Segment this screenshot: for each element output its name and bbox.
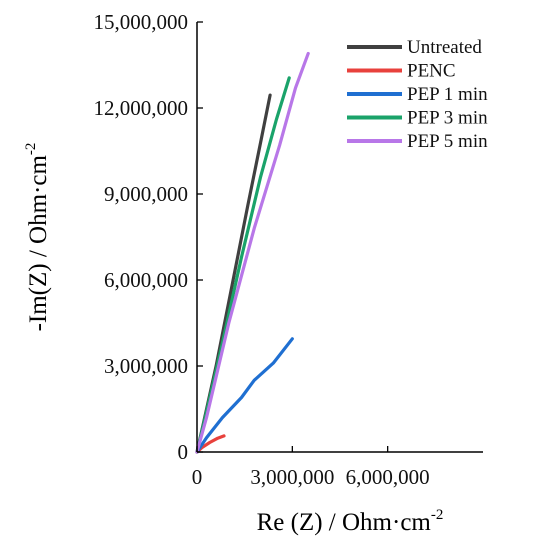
x-axis-title-text: Re (Z) / Ohm·cm <box>257 509 432 536</box>
series-group <box>195 51 310 454</box>
y-tick-label: 9,000,000 <box>104 182 188 206</box>
y-tick-label: 12,000,000 <box>94 96 189 120</box>
x-tick-label: 3,000,000 <box>250 465 334 489</box>
y-axis-title: -Im(Z) / Ohm·cm-2 <box>23 143 52 332</box>
y-tick-label: 15,000,000 <box>94 10 189 34</box>
legend-label-pep-1-min: PEP 1 min <box>407 84 488 105</box>
series-line-pep-1-min <box>195 337 294 454</box>
y-axis-title-text: -Im(Z) / Ohm·cm <box>25 155 52 332</box>
x-tick-label: 0 <box>192 465 203 489</box>
x-tick-label: 6,000,000 <box>346 465 430 489</box>
x-axis-title: Re (Z) / Ohm·cm-2 <box>257 507 444 536</box>
y-tick-label: 3,000,000 <box>104 354 188 378</box>
tick-group: 0 3,000,000 6,000,000 9,000,000 12,000,000 15… <box>94 10 430 489</box>
y-tick-label: 6,000,000 <box>104 268 188 292</box>
legend-label-penc: PENC <box>407 61 456 82</box>
legend-label-pep-5-min: PEP 5 min <box>407 131 488 152</box>
x-axis-title-superscript: -2 <box>431 507 444 523</box>
y-tick-label: 0 <box>178 440 189 464</box>
legend-label-untreated: Untreated <box>407 37 482 58</box>
y-axis-title-superscript: -2 <box>23 143 39 156</box>
legend-label-pep-3-min: PEP 3 min <box>407 108 488 129</box>
series-line-pep-5-min <box>195 51 310 454</box>
axes <box>196 22 483 453</box>
